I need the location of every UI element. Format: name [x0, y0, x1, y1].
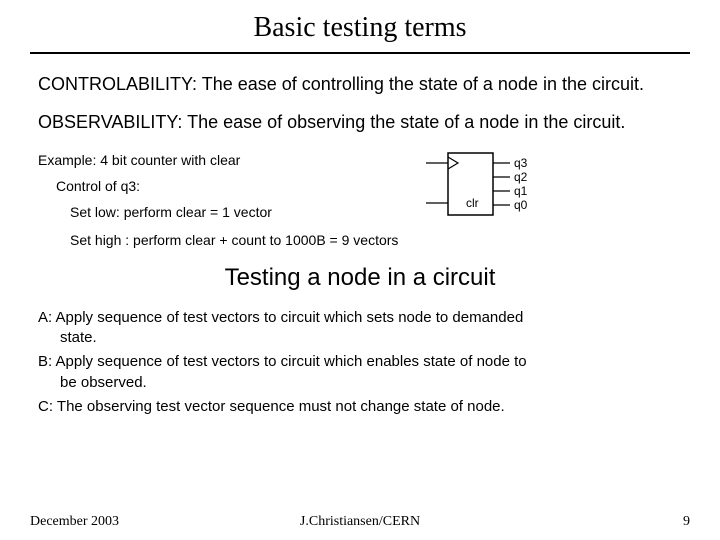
step-a: A: Apply sequence of test vectors to cir…	[38, 308, 690, 349]
q0-label: q0	[514, 198, 528, 212]
counter-svg: clr q3 q2 q1 q0	[418, 151, 548, 221]
subheading: Testing a node in a circuit	[30, 264, 690, 292]
counter-diagram: clr q3 q2 q1 q0	[418, 151, 548, 226]
footer: December 2003 J.Christiansen/CERN 9	[30, 514, 690, 530]
step-c: C: The observing test vector sequence mu…	[38, 397, 690, 417]
term-label: CONTROLABILITY:	[38, 74, 197, 94]
term-definition: The ease of controlling the state of a n…	[202, 74, 644, 94]
q1-label: q1	[514, 184, 528, 198]
step-prefix: A:	[38, 309, 52, 326]
footer-center: J.Christiansen/CERN	[30, 514, 690, 530]
step-prefix: C:	[38, 398, 53, 415]
example-text: Example: 4 bit counter with clear Contro…	[38, 149, 388, 228]
step-line1: Apply sequence of test vectors to circui…	[56, 353, 527, 370]
step-prefix: B:	[38, 353, 52, 370]
step-line1: The observing test vector sequence must …	[57, 398, 505, 415]
step-b: B: Apply sequence of test vectors to cir…	[38, 352, 690, 393]
set-low-line: Set low: perform clear = 1 vector	[38, 201, 388, 223]
steps-block: A: Apply sequence of test vectors to cir…	[30, 308, 690, 417]
title-divider	[30, 52, 690, 54]
clr-label-inside: clr	[466, 196, 479, 210]
q2-label: q2	[514, 170, 528, 184]
term-definition: The ease of observing the state of a nod…	[187, 112, 625, 132]
q3-label: q3	[514, 156, 528, 170]
example-block: Example: 4 bit counter with clear Contro…	[30, 149, 690, 228]
term-label: OBSERVABILITY:	[38, 112, 182, 132]
term-controlability: CONTROLABILITY: The ease of controlling …	[30, 72, 690, 96]
set-high-line: Set high : perform clear + count to 1000…	[30, 232, 690, 248]
control-label: Control of q3:	[38, 175, 388, 197]
page-title: Basic testing terms	[30, 0, 690, 52]
example-heading: Example: 4 bit counter with clear	[38, 149, 388, 171]
step-line2: be observed.	[38, 373, 690, 393]
step-line2: state.	[38, 328, 690, 348]
term-observability: OBSERVABILITY: The ease of observing the…	[30, 110, 690, 134]
step-line1: Apply sequence of test vectors to circui…	[56, 309, 524, 326]
